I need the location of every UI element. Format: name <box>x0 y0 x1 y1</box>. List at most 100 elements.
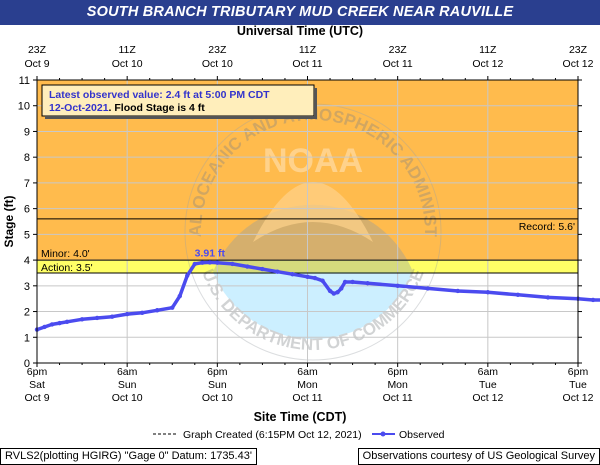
observed-point <box>485 290 491 295</box>
annotation-shadow-bottom <box>45 116 317 119</box>
y-tick-label: 6 <box>24 204 30 216</box>
annotation-box: Latest observed value: 2.4 ft at 5:00 PM… <box>41 84 317 119</box>
action-label: Action: 3.5' <box>41 262 93 274</box>
top-tick-label-date: Oct 10 <box>112 58 143 70</box>
observed-point <box>230 261 235 267</box>
bottom-tick-label-time: 6pm <box>387 366 408 378</box>
observed-point <box>245 264 250 269</box>
seal-water <box>213 272 413 340</box>
bottom-tick-label-time: 6pm <box>568 366 589 378</box>
annotation-frame <box>41 84 315 117</box>
observed-series: 3.91 ft <box>34 247 600 332</box>
y-tick-label: 5 <box>24 229 30 241</box>
bottom-tick-label-date: Oct 11 <box>383 392 413 404</box>
bottom-tick-label-time: 6am <box>117 366 138 378</box>
top-tick-label-time: 23Z <box>28 44 47 56</box>
top-tick-label-time: 23Z <box>389 44 408 56</box>
credit-info: Observations courtesy of US Geological S… <box>357 448 600 465</box>
observed-point <box>455 288 460 294</box>
observed-point <box>64 319 70 325</box>
top-tick-label-date: Oct 11 <box>383 58 413 70</box>
observed-point <box>192 261 197 267</box>
annotation-flood-stage: . Flood Stage is 4 ft <box>109 102 206 114</box>
x-axis-title: Site Time (CDT) <box>254 410 347 424</box>
top-axis-title: Universal Time (UTC) <box>237 24 363 38</box>
legend: Graph Created (6:15PM Oct 12, 2021) Obser… <box>153 429 445 441</box>
top-tick-label-date: Oct 10 <box>202 58 233 70</box>
observed-point <box>124 311 130 317</box>
bottom-tick-label-day: Tue <box>569 379 587 391</box>
observed-point <box>395 283 400 289</box>
y-tick-label: 8 <box>24 152 30 164</box>
observed-point <box>94 315 100 321</box>
observed-point <box>275 269 280 274</box>
observed-point <box>331 291 336 296</box>
bottom-tick-label-day: Sun <box>208 379 227 391</box>
seal-center-text: NOAA <box>263 142 363 180</box>
seal-sky <box>213 204 413 272</box>
observed-point <box>335 290 340 295</box>
top-tick-label-time: 23Z <box>208 44 227 56</box>
observed-point <box>109 314 115 319</box>
bottom-tick-label-day: Mon <box>387 379 408 391</box>
observed-point <box>515 292 521 298</box>
y-tick-label: 7 <box>24 178 30 190</box>
y-tick-label: 2 <box>24 307 30 319</box>
bottom-tick-label-date: Oct 9 <box>24 392 49 404</box>
top-tick-label-time: 11Z <box>479 44 497 56</box>
observed-point <box>342 279 348 285</box>
observed-point <box>185 273 190 278</box>
minor-label: Minor: 4.0' <box>41 248 90 260</box>
bottom-tick-label-day: Sat <box>29 379 45 391</box>
chart-title: SOUTH BRANCH TRIBUTARY MUD CREEK NEAR RA… <box>86 4 514 20</box>
observed-point <box>590 297 596 303</box>
observed-point <box>339 286 344 291</box>
top-tick-label-time: 11Z <box>299 44 317 56</box>
observed-point <box>260 266 265 272</box>
observed-point <box>545 295 551 300</box>
datum-info: RVLS2(plotting HGIRG) "Gage 0" Datum: 17… <box>0 448 257 465</box>
annotation-date: 12-Oct-2021 <box>49 102 109 114</box>
observed-point <box>177 293 182 299</box>
observed-point <box>57 320 62 326</box>
y-tick-label: 10 <box>18 101 30 113</box>
bottom-tick-label-date: Oct 12 <box>563 392 594 404</box>
observed-point <box>170 305 175 310</box>
observed-point <box>320 278 325 283</box>
observed-point <box>139 310 145 316</box>
bottom-tick-label-time: 6am <box>297 366 318 378</box>
observed-point <box>425 286 430 291</box>
observed-point <box>365 281 370 286</box>
legend-created-label: Graph Created (6:15PM Oct 12, 2021) <box>183 429 362 441</box>
latest-value-box: Latest observed value: 2.4 ft at 5:00 PM… <box>41 84 317 119</box>
top-tick-label-time: 23Z <box>569 44 588 56</box>
bottom-tick-label-day: Sun <box>118 379 137 391</box>
top-tick-label-date: Oct 9 <box>24 58 49 70</box>
top-tick-label-date: Oct 11 <box>292 58 322 70</box>
observed-point <box>290 272 295 277</box>
y-tick-label: 11 <box>19 75 30 87</box>
observed-point <box>49 322 55 327</box>
record-label: Record: 5.6' <box>519 221 575 233</box>
peak-label: 3.91 ft <box>195 247 226 259</box>
observed-point <box>350 279 355 285</box>
observed-point <box>305 274 310 280</box>
top-tick-label-date: Oct 12 <box>563 58 594 70</box>
threshold-lines: Record: 5.6' Minor: 4.0' Action: 3.5' <box>37 218 578 274</box>
bottom-tick-label-time: 6am <box>478 366 499 378</box>
annotation-shadow-right <box>314 88 317 119</box>
observed-point <box>215 260 220 265</box>
title-bar <box>0 0 600 25</box>
annotation-line2: 12-Oct-2021. Flood Stage is 4 ft <box>49 102 205 114</box>
bottom-tick-label-date: Oct 12 <box>472 392 503 404</box>
bottom-tick-label-time: 6pm <box>27 366 48 378</box>
y-tick-label: 3 <box>24 281 30 293</box>
legend-observed-label: Observed <box>399 429 445 441</box>
axes: 0 1 2 3 4 5 6 7 8 9 10 11 Stage (ft) Universal Time (… <box>2 24 594 424</box>
bottom-tick-label-day: Tue <box>479 379 497 391</box>
bottom-tick-label-date: Oct 10 <box>112 392 143 404</box>
y-tick-label: 4 <box>24 255 30 267</box>
bottom-tick-label-day: Mon <box>297 379 318 391</box>
y-axis-title: Stage (ft) <box>2 196 16 248</box>
